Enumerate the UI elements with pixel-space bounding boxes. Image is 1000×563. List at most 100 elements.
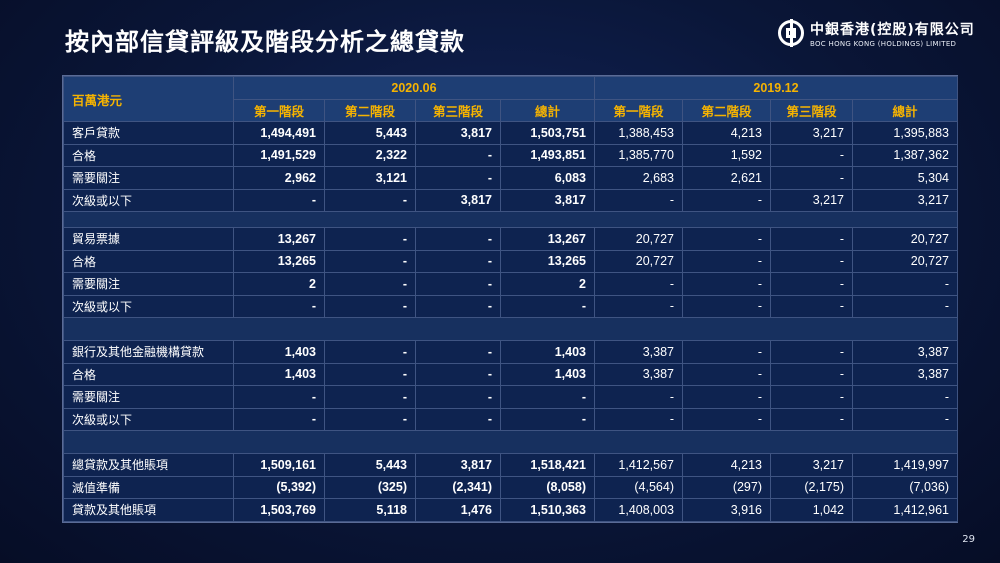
table-cell: 3,387 xyxy=(594,362,683,386)
table-cell: - xyxy=(770,407,853,431)
table-cell: 5,443 xyxy=(324,121,416,145)
table-cell: - xyxy=(233,294,325,318)
table-cell: 3,387 xyxy=(594,340,683,364)
table-row: 總貸款及其他賬項 1,509,161 5,443 3,817 1,518,421 1,41… xyxy=(63,453,958,477)
stage-header: 第三階段 xyxy=(770,98,853,122)
table-row: 客戶貸款 1,494,491 5,443 3,817 1,503,751 1,388,45… xyxy=(63,121,958,145)
table-cell: - xyxy=(852,385,958,409)
table-cell: - xyxy=(415,385,501,409)
table-cell: 1,503,769 xyxy=(233,498,325,522)
table-cell: 2,962 xyxy=(233,166,325,190)
table-cell: - xyxy=(682,227,771,251)
table-cell: 13,267 xyxy=(500,227,595,251)
table-cell: 1,385,770 xyxy=(594,143,683,167)
table-cell: 1,493,851 xyxy=(500,143,595,167)
table-cell: 6,083 xyxy=(500,166,595,190)
table-cell: 20,727 xyxy=(594,249,683,273)
table-cell: - xyxy=(233,385,325,409)
table-cell: - xyxy=(324,227,416,251)
row-label: 客戶貸款 xyxy=(63,121,234,145)
table-cell: 4,213 xyxy=(682,453,771,477)
table-cell: 20,727 xyxy=(594,227,683,251)
table-cell: 2 xyxy=(233,272,325,296)
spacer-cell xyxy=(63,430,958,454)
table-cell: 3,916 xyxy=(682,498,771,522)
table-cell: - xyxy=(415,166,501,190)
table-cell: 2,322 xyxy=(324,143,416,167)
table-cell: 1,403 xyxy=(500,340,595,364)
table-cell: - xyxy=(682,188,771,212)
table-cell: - xyxy=(324,272,416,296)
table-row: 次級或以下 - - - - - - - - xyxy=(63,407,958,431)
logo-name-en: BOC HONG KONG (HOLDINGS) LIMITED xyxy=(810,40,957,48)
table-cell: 1,042 xyxy=(770,498,853,522)
table-cell: 1,518,421 xyxy=(500,453,595,477)
table-cell: - xyxy=(852,272,958,296)
table-cell: 20,727 xyxy=(852,249,958,273)
table-cell: - xyxy=(682,385,771,409)
table-cell: 3,817 xyxy=(415,121,501,145)
table-cell: 3,217 xyxy=(770,121,853,145)
table-row: 次級或以下 - -3,817 3,817- -3,217 3,217 xyxy=(63,188,958,212)
table-row: 需要關注 2,962 3,121-6,083 2,683 2,621-5,304 xyxy=(63,166,958,190)
table-cell: - xyxy=(324,249,416,273)
table-cell: 1,419,997 xyxy=(852,453,958,477)
table-cell: (325) xyxy=(324,475,416,499)
table-cell: (7,036) xyxy=(852,475,958,499)
table-cell: (2,175) xyxy=(770,475,853,499)
period-header: 2019.12 xyxy=(594,76,958,100)
table-cell: 3,817 xyxy=(500,188,595,212)
stage-header: 第二階段 xyxy=(682,98,771,122)
table-cell: (4,564) xyxy=(594,475,683,499)
table-cell: 1,491,529 xyxy=(233,143,325,167)
table-cell: - xyxy=(770,362,853,386)
table-cell: - xyxy=(233,407,325,431)
table-cell: - xyxy=(324,294,416,318)
table-row: 減值準備 (5,392) (325) (2,341) (8,058) (4,564) (29… xyxy=(63,475,958,499)
section-spacer xyxy=(63,430,958,454)
table-cell: - xyxy=(682,362,771,386)
table-cell: - xyxy=(500,407,595,431)
table-row: 需要關注 2- -2- - - - xyxy=(63,272,958,296)
table-cell: 1,412,961 xyxy=(852,498,958,522)
table-cell: - xyxy=(324,188,416,212)
row-label: 需要關注 xyxy=(63,272,234,296)
table-cell: - xyxy=(415,272,501,296)
table-cell: - xyxy=(324,362,416,386)
table-cell: - xyxy=(324,407,416,431)
table-row: 需要關注 - - - - - - - - xyxy=(63,385,958,409)
table-cell: 2,683 xyxy=(594,166,683,190)
unit-label: 百萬港元 xyxy=(63,76,234,122)
table-cell: - xyxy=(594,407,683,431)
table-row: 銀行及其他金融機構貸款 1,403- -1,403 3,387- -3,387 xyxy=(63,340,958,364)
table-row: 合格 1,491,529 2,322-1,493,851 1,385,770 1,592… xyxy=(63,143,958,167)
row-label: 減值準備 xyxy=(63,475,234,499)
row-label: 需要關注 xyxy=(63,385,234,409)
company-logo: 中銀香港(控股)有限公司 BOC HONG KONG (HOLDINGS) LI… xyxy=(778,18,978,54)
table-cell: - xyxy=(415,407,501,431)
table-cell: 3,217 xyxy=(852,188,958,212)
table-cell: - xyxy=(852,407,958,431)
table-cell: (2,341) xyxy=(415,475,501,499)
table-cell: - xyxy=(415,249,501,273)
table-cell: - xyxy=(770,385,853,409)
table-cell: - xyxy=(770,272,853,296)
stage-header: 第一階段 xyxy=(233,98,325,122)
table-cell: 1,510,363 xyxy=(500,498,595,522)
table-cell: 4,213 xyxy=(682,121,771,145)
table-cell: 1,494,491 xyxy=(233,121,325,145)
table-cell: - xyxy=(594,188,683,212)
table-cell: - xyxy=(415,143,501,167)
boc-logo-icon xyxy=(778,19,804,47)
spacer-cell xyxy=(63,211,958,228)
table-cell: - xyxy=(594,294,683,318)
table-cell: 1,412,567 xyxy=(594,453,683,477)
table-cell: - xyxy=(852,294,958,318)
table-cell: - xyxy=(594,385,683,409)
logo-name-cn: 中銀香港(控股)有限公司 xyxy=(810,22,975,38)
table-cell: 1,509,161 xyxy=(233,453,325,477)
table-cell: 1,503,751 xyxy=(500,121,595,145)
stage-header: 總計 xyxy=(852,98,958,122)
table-cell: 1,592 xyxy=(682,143,771,167)
loan-stage-table-container: 百萬港元 2020.06 2019.12 第一階段 第二階段 第三階段 總計 第… xyxy=(62,75,958,523)
